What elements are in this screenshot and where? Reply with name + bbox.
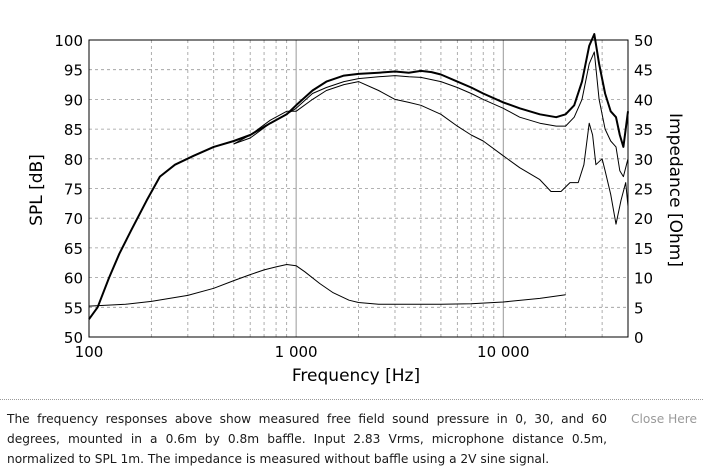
y-left-tick-label: 60 <box>64 270 83 288</box>
grid-lines <box>89 40 628 337</box>
y-left-tick-label: 90 <box>64 91 83 109</box>
y-right-tick-label: 5 <box>634 299 644 317</box>
x-tick-label: 1 000 <box>275 343 318 361</box>
y-right-tick-label: 40 <box>634 91 653 109</box>
y-left-tick-label: 65 <box>64 240 83 258</box>
y-right-tick-label: 25 <box>634 181 653 199</box>
series-line-4 <box>88 264 566 307</box>
plot-frame <box>88 39 629 338</box>
y-axis-left-label: SPL [dB] <box>27 154 47 226</box>
y-right-tick-label: 10 <box>634 270 653 288</box>
y-left-tick-label: 80 <box>64 151 83 169</box>
series-line-1 <box>88 33 629 320</box>
y-right-tick-label: 35 <box>634 121 653 139</box>
y-axis-right-label: Impedance [Ohm] <box>665 113 685 267</box>
x-tick-label: 10 000 <box>477 343 530 361</box>
x-tick-label: 100 <box>75 343 104 361</box>
y-left-tick-label: 100 <box>54 32 83 50</box>
y-left-tick-label: 55 <box>64 299 83 317</box>
caption-bar: The frequency responses above show measu… <box>0 399 703 471</box>
series-line-3 <box>233 81 629 225</box>
y-left-tick-label: 70 <box>64 210 83 228</box>
y-left-tick-label: 75 <box>64 181 83 199</box>
y-left-tick-label: 50 <box>64 329 83 347</box>
y-left-tick-label: 85 <box>64 121 83 139</box>
series-group <box>88 33 629 320</box>
x-axis-label: Frequency [Hz] <box>292 366 420 386</box>
y-left-tick-label: 95 <box>64 62 83 80</box>
chart-caption: The frequency responses above show measu… <box>7 412 607 466</box>
y-right-tick-label: 45 <box>634 62 653 80</box>
x-axis-ticks: 100 1 000 10 000 <box>75 343 530 361</box>
left-axis-ticks: 100 95 90 85 80 75 70 65 60 55 50 <box>54 32 83 347</box>
series-line-2 <box>233 51 629 178</box>
y-right-tick-label: 15 <box>634 240 653 258</box>
y-right-tick-label: 0 <box>634 329 644 347</box>
y-right-tick-label: 30 <box>634 151 653 169</box>
close-button[interactable]: Close Here <box>631 412 697 426</box>
y-right-tick-label: 20 <box>634 210 653 228</box>
y-right-tick-label: 50 <box>634 32 653 50</box>
